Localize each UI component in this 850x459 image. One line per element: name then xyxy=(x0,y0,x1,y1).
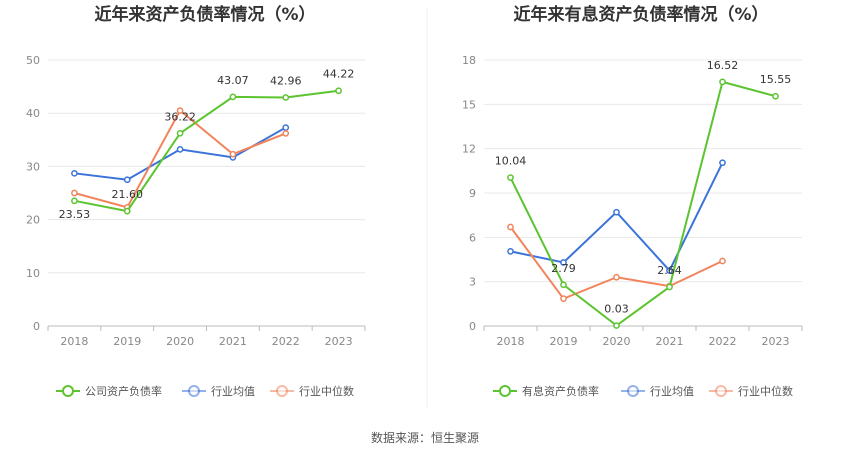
chart2-data-point-avg xyxy=(507,248,514,255)
chart2-data-label: 2.79 xyxy=(551,262,576,275)
chart1-legend-marker-median xyxy=(276,385,288,397)
chart2-y-tick-label: 12 xyxy=(462,143,476,156)
chart2-data-point-median xyxy=(613,273,620,281)
chart1-legend-label-avg: 行业均值 xyxy=(211,385,255,398)
chart1-title: 近年来资产负债率情况（%） xyxy=(94,4,315,25)
chart1-legend-marker-company xyxy=(62,385,74,397)
chart2-data-point-avg xyxy=(560,259,567,266)
chart1-legend-label-company: 公司资产负债率 xyxy=(85,384,162,398)
chart2-data-label: 16.52 xyxy=(707,59,739,72)
chart1-data-point-median xyxy=(176,107,184,114)
chart2-y-tick-label: 15 xyxy=(462,98,476,111)
chart2-x-tick-label: 2022 xyxy=(709,335,737,348)
chart1-y-tick-label: 20 xyxy=(26,214,40,227)
chart1-legend-marker-avg xyxy=(188,385,200,397)
chart1-data-label: 43.07 xyxy=(217,74,249,87)
chart2-legend-marker-company xyxy=(499,385,511,397)
chart2-data-label: 0.03 xyxy=(604,303,629,316)
chart1-data-point-avg xyxy=(176,146,184,153)
chart2-data-point-median xyxy=(560,295,567,303)
chart2-data-point-company xyxy=(666,283,673,291)
data-source-note: 数据来源：恒生聚源 xyxy=(370,431,479,445)
chart2-data-point-median xyxy=(719,257,726,265)
chart1-data-label: 23.53 xyxy=(59,208,91,221)
chart1-series-line-median xyxy=(74,108,287,209)
chart1-data-point-company xyxy=(71,197,78,205)
chart1-legend-label-median: 行业中位数 xyxy=(299,384,354,398)
chart1-data-label: 44.22 xyxy=(323,68,355,81)
chart1-data-point-company xyxy=(282,94,290,101)
chart1-y-tick-label: 50 xyxy=(26,54,40,67)
chart1-y-tick-label: 10 xyxy=(26,267,40,280)
chart2-data-point-company xyxy=(719,78,726,86)
chart1-x-tick-label: 2023 xyxy=(325,335,353,348)
chart2-data-point-company xyxy=(507,174,514,181)
chart2-data-label: 10.04 xyxy=(495,155,527,168)
chart2-y-tick-label: 9 xyxy=(469,187,476,200)
chart1-y-tick-label: 30 xyxy=(26,160,40,173)
chart2-data-point-avg xyxy=(719,159,726,167)
chart2-x-tick-label: 2023 xyxy=(762,335,790,348)
chart2-y-tick-label: 6 xyxy=(469,231,476,244)
chart1-data-point-avg xyxy=(71,169,78,177)
chart2-data-label: 2.64 xyxy=(657,264,682,277)
chart1-data-point-company xyxy=(335,87,342,95)
chart1-data-label: 42.96 xyxy=(270,74,302,87)
chart1-x-tick-label: 2020 xyxy=(166,335,194,348)
chart2-legend-marker-avg xyxy=(627,385,639,397)
chart1-data-point-company xyxy=(176,129,184,137)
chart2-x-tick-label: 2019 xyxy=(550,335,578,348)
chart2-legend-label-company: 有息资产负债率 xyxy=(522,384,599,398)
chart2-y-tick-label: 3 xyxy=(469,276,476,289)
chart2-legend-label-median: 行业中位数 xyxy=(738,384,793,398)
chart1-data-point-avg xyxy=(282,124,290,131)
chart1-data-point-company xyxy=(123,207,131,215)
chart2-x-tick-label: 2018 xyxy=(497,335,525,348)
chart2-x-tick-label: 2020 xyxy=(603,335,631,348)
chart2-legend-label-avg: 行业均值 xyxy=(650,385,694,398)
chart1-x-tick-label: 2022 xyxy=(272,335,300,348)
chart2-data-point-company xyxy=(560,281,567,289)
chart1-data-point-median xyxy=(229,150,237,158)
chart2-data-point-median xyxy=(507,223,514,231)
chart1-y-tick-label: 40 xyxy=(26,107,40,120)
chart1-data-point-median xyxy=(71,189,78,197)
chart2-data-point-company xyxy=(772,92,779,100)
chart2-legend-marker-median xyxy=(715,385,727,397)
chart1-x-tick-label: 2019 xyxy=(113,335,141,348)
chart1-data-point-company xyxy=(229,93,237,101)
chart1-x-tick-label: 2021 xyxy=(219,335,247,348)
chart2-series-line-avg xyxy=(510,162,724,273)
chart2-data-point-avg xyxy=(613,208,620,216)
chart1-data-label: 21.60 xyxy=(112,188,144,201)
chart2-series-line-company xyxy=(509,80,776,327)
chart1-data-point-avg xyxy=(123,176,131,184)
chart2-data-label: 15.55 xyxy=(760,73,792,86)
chart1-data-label: 36.22 xyxy=(164,110,196,123)
chart2-y-tick-label: 0 xyxy=(469,320,476,333)
chart1-y-tick-label: 0 xyxy=(33,320,40,333)
chart2-x-tick-label: 2021 xyxy=(656,335,684,348)
chart1-data-point-median xyxy=(282,130,290,137)
chart2-data-point-company xyxy=(613,322,620,329)
chart1-x-tick-label: 2018 xyxy=(60,335,88,348)
chart2-title: 近年来有息资产负债率情况（%） xyxy=(513,4,768,25)
chart1-series-line-company xyxy=(74,89,339,213)
chart2-data-point-avg xyxy=(666,267,673,274)
chart2-y-tick-label: 18 xyxy=(462,54,476,67)
